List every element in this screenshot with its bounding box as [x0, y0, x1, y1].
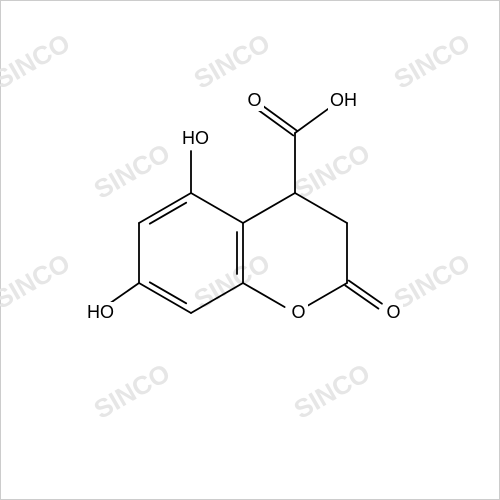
atom-label-c2: O — [246, 90, 264, 111]
molecule-svg — [1, 1, 500, 500]
atom-label-oh1: HO — [180, 128, 211, 149]
atom-label-oh2: HO — [85, 302, 116, 323]
atom-label-c3: OH — [328, 90, 359, 111]
atom-label-d1: O — [385, 302, 403, 323]
structure-container: { "molecule": { "type": "chemical-struct… — [0, 0, 500, 500]
atom-label-b1: O — [290, 302, 308, 323]
